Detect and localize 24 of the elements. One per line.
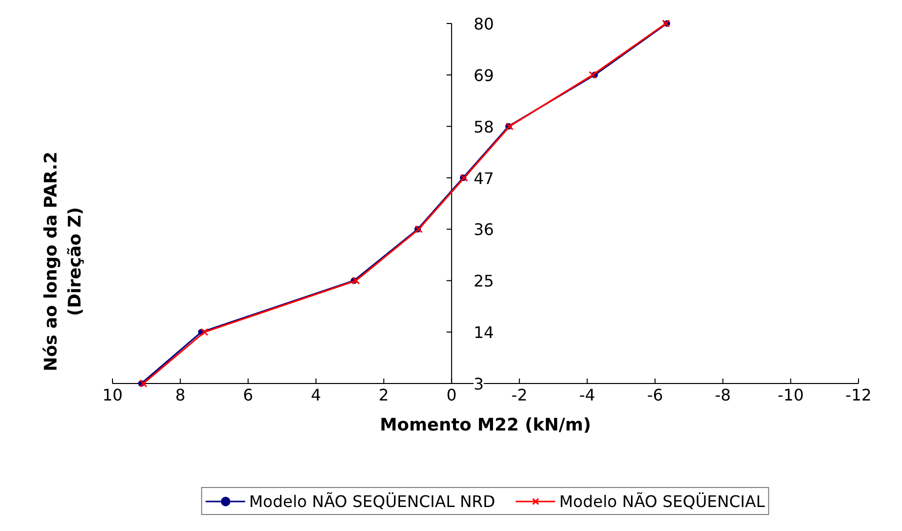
y-tick-label: 58 [474,117,494,136]
x-axis-title: Momento M22 (kN/m) [380,416,592,436]
x-tick-label: -10 [778,386,804,404]
y-tick-label: 3 [474,374,484,394]
y-tick-label: 80 [474,14,494,34]
x-tick-label: -4 [579,386,596,404]
x-tick-label: -6 [647,386,664,404]
y-tick-label: 47 [474,168,494,188]
y-axis-title: Nós ao longo da PAR.2 (Direção Z) [42,152,86,372]
y-tick-label: 25 [474,272,494,291]
x-tick-label: -2 [511,386,528,404]
x-tick-label: 10 [102,386,123,404]
legend-label: Modelo NÃO SEQÜENCIAL NRD [249,492,496,510]
x-tick-label: 4 [310,386,322,404]
x-tick-label: 2 [378,386,389,404]
x-tick-label: -8 [714,386,731,404]
x-tick-label: 6 [243,386,254,404]
y-tick-label: 14 [474,323,494,342]
legend-label: Modelo NÃO SEQÜENCIAL [559,492,765,510]
x-tick-label: 0 [446,386,457,404]
y-tick-label: 69 [474,66,494,85]
x-tick-label: 8 [175,386,186,404]
x-tick-label: -12 [845,386,872,404]
y-tick-label: 36 [474,220,494,240]
